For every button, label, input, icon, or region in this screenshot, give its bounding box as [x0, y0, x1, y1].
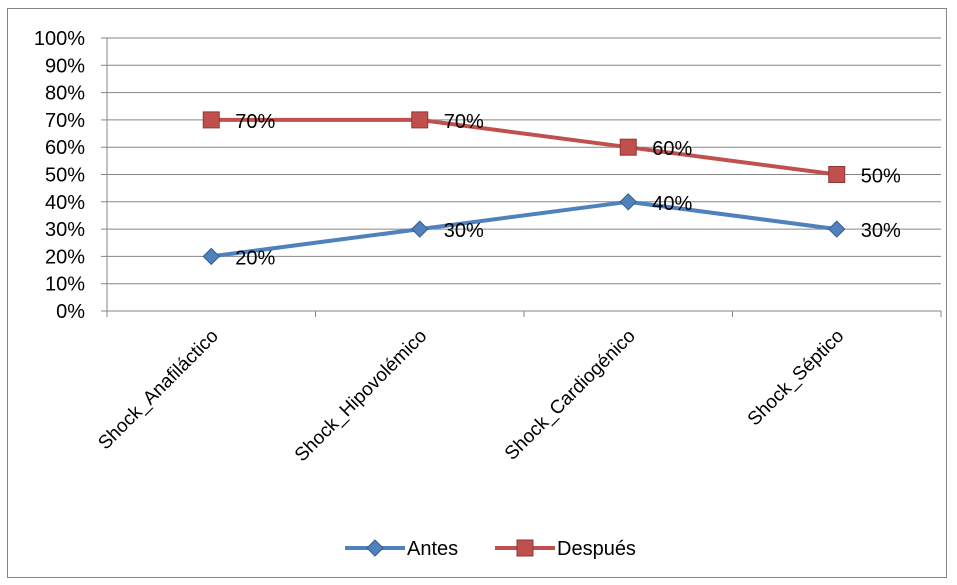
data-label-antes: 30% [861, 220, 901, 242]
legend-marker-square [516, 539, 534, 557]
series-line-antes [209, 199, 839, 259]
data-label-antes: 20% [235, 247, 275, 269]
data-point-antes [411, 220, 429, 238]
gridlines [107, 37, 941, 285]
legend-item-antes: Antes [345, 538, 458, 560]
y-tick-label: 70% [45, 110, 85, 132]
data-point-después [202, 111, 220, 129]
legend-marker-diamond [366, 539, 384, 557]
data-label-después: 70% [235, 111, 275, 133]
data-point-antes [619, 193, 637, 211]
data-point-antes [828, 220, 846, 238]
data-point-después [411, 111, 429, 129]
data-label-después: 70% [444, 111, 484, 133]
y-tick-label: 100% [34, 28, 85, 50]
data-point-después [828, 166, 846, 183]
x-category-label: Shock_Anafiláctico [94, 326, 222, 454]
data-point-antes [202, 247, 220, 266]
data-label-después: 60% [652, 138, 692, 160]
y-tick-label: 10% [45, 274, 85, 296]
data-label-después: 50% [861, 166, 901, 188]
data-point-después [619, 138, 637, 156]
series [202, 111, 846, 266]
y-tick-label: 90% [45, 55, 85, 77]
y-tick-label: 80% [45, 83, 85, 105]
y-tick-label: 50% [45, 165, 85, 187]
y-tick-label: 60% [45, 137, 85, 159]
y-tick-label: 20% [45, 246, 85, 268]
x-category-label: Shock_Hipovolémico [291, 326, 431, 466]
x-category-label: Shock_Cardiogénico [501, 326, 640, 465]
y-tick-label: 0% [56, 301, 85, 323]
x-axis-category-labels: Shock_Anafiláctico Shock_Hipovolémico Shoc… [94, 326, 848, 466]
legend-label: Después [557, 538, 636, 560]
data-label-antes: 30% [444, 220, 484, 242]
legend: Antes Después [345, 538, 636, 560]
axes [101, 37, 942, 317]
legend-item-después: Después [495, 538, 636, 560]
x-category-label: Shock_Séptico [744, 326, 848, 430]
data-label-antes: 40% [652, 193, 692, 215]
legend-label: Antes [407, 538, 458, 560]
y-tick-label: 40% [45, 192, 85, 214]
data-labels: 20% 30% 40% 30% 70% 70% 60% 50% [235, 111, 901, 269]
y-axis-tick-labels: 0% 10% 20% 30% 40% 50% 60% 70% 80% 90% 100% [34, 28, 85, 323]
chart-frame [7, 8, 947, 578]
y-tick-label: 30% [45, 219, 85, 241]
series-line-después [209, 117, 839, 177]
